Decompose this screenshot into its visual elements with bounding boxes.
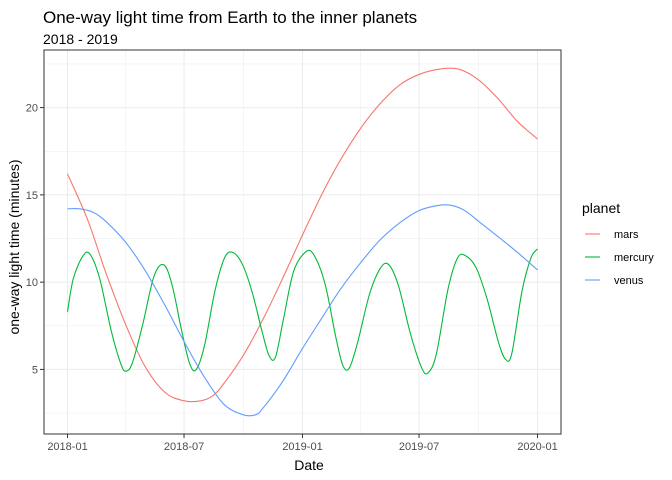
series-line-mercury — [66, 248, 538, 375]
y-axis-title: one-way light time (minutes) — [6, 159, 22, 334]
legend-items: mars mercury venus — [585, 229, 654, 287]
series-line-mars — [66, 67, 538, 403]
x-tick-label: 2019-07 — [399, 441, 439, 453]
chart-subtitle: 2018 - 2019 — [43, 31, 118, 47]
chart-title: One-way light time from Earth to the inn… — [43, 8, 417, 27]
legend-title: planet — [582, 200, 620, 216]
y-axis: 5 10 15 20 — [26, 103, 44, 376]
x-tick-label: 2018-01 — [47, 441, 87, 453]
x-tick-label: 2020-01 — [517, 441, 557, 453]
series-lines — [66, 67, 538, 417]
x-tick-label: 2018-07 — [164, 441, 204, 453]
legend-label-mercury: mercury — [614, 252, 654, 264]
legend: planet mars mercury venus — [582, 200, 654, 287]
legend-label-venus: venus — [614, 275, 644, 287]
plot-area — [43, 49, 562, 435]
legend-label-mars: mars — [614, 229, 639, 241]
y-tick-label: 20 — [26, 103, 38, 115]
x-axis: 2018-01 2018-07 2019-01 2019-07 2020-01 — [47, 434, 558, 453]
x-tick-label: 2019-01 — [282, 441, 322, 453]
y-tick-label: 5 — [32, 364, 38, 376]
y-tick-label: 15 — [26, 190, 38, 202]
series-line-venus — [67, 204, 538, 417]
grid-major — [44, 50, 561, 434]
x-axis-title: Date — [294, 457, 324, 473]
y-tick-label: 10 — [26, 277, 38, 289]
